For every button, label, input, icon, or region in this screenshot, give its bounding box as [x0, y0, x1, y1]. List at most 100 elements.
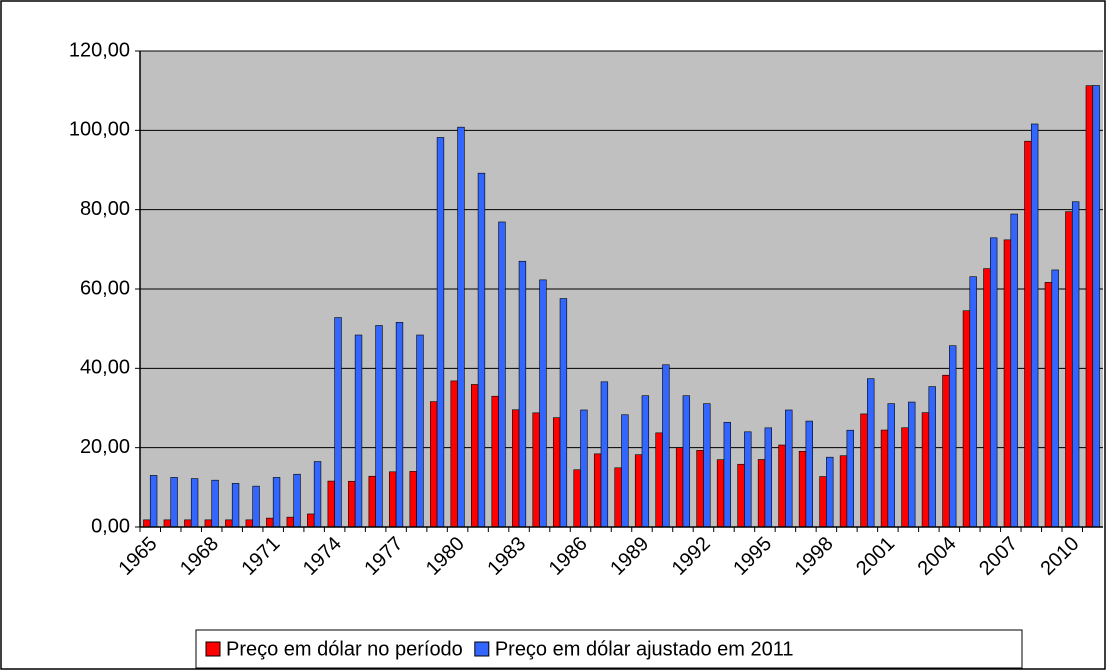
bar [655, 432, 663, 528]
bar [600, 381, 609, 528]
bar [785, 409, 793, 528]
bar [983, 268, 991, 528]
bar [921, 412, 930, 528]
bar [559, 298, 568, 528]
bar [457, 126, 465, 528]
bar [450, 380, 458, 528]
y-tick-label: 120,00 [69, 39, 130, 61]
bar [614, 467, 622, 528]
y-tick-label: 20,00 [80, 436, 130, 458]
bar [252, 485, 260, 528]
bar [327, 480, 335, 528]
bar [272, 477, 281, 528]
bar [313, 461, 322, 528]
bar [389, 471, 397, 528]
bar [532, 412, 540, 528]
bar [880, 429, 889, 528]
bar [471, 384, 479, 528]
bar [682, 395, 691, 528]
bar [860, 413, 868, 528]
bar [716, 459, 725, 528]
bar [744, 431, 752, 528]
legend-swatch [205, 641, 221, 657]
bar [409, 471, 417, 528]
bar [1085, 85, 1094, 528]
bar [511, 409, 520, 528]
bar [184, 519, 192, 528]
bar [395, 322, 404, 528]
bar [498, 221, 506, 528]
bar [662, 364, 670, 528]
bar [334, 317, 342, 528]
bar [149, 475, 158, 528]
legend-label: Preço em dólar ajustado em 2011 [495, 638, 794, 660]
bar [990, 237, 998, 528]
bar [764, 427, 772, 528]
legend [195, 629, 1023, 669]
bar [887, 403, 895, 528]
bar [552, 417, 561, 528]
bar [190, 478, 199, 528]
bar [737, 463, 745, 528]
bar [1010, 213, 1018, 528]
bar [1071, 201, 1080, 528]
bar [1024, 140, 1032, 528]
bar [225, 519, 233, 528]
bar [908, 401, 916, 528]
y-tick-label: 100,00 [69, 119, 130, 141]
bar [634, 454, 643, 528]
bar [778, 444, 786, 528]
bar [354, 334, 363, 528]
bar [641, 395, 650, 528]
bar [696, 450, 704, 528]
bar [593, 453, 602, 528]
bar [170, 477, 178, 528]
bar [962, 310, 971, 528]
bar [539, 279, 547, 528]
bar [573, 469, 581, 528]
bar [1030, 123, 1039, 528]
bar [266, 517, 274, 528]
bar [1003, 239, 1012, 528]
bar [348, 480, 356, 528]
bar [675, 447, 684, 528]
bar [901, 427, 909, 528]
bar [518, 260, 527, 528]
bar [143, 519, 151, 528]
bar [245, 519, 253, 528]
bar [928, 386, 936, 528]
bar [368, 475, 376, 528]
bar [491, 395, 499, 528]
bar [846, 429, 854, 528]
bar [1092, 85, 1100, 528]
bar [819, 476, 827, 528]
bar [211, 479, 219, 528]
y-tick-label: 60,00 [80, 277, 130, 299]
bar [757, 459, 766, 528]
bar [416, 334, 424, 528]
bar [969, 276, 977, 528]
bar [1065, 211, 1073, 528]
legend-swatch [474, 641, 490, 657]
legend-label: Preço em dólar no período [226, 638, 463, 660]
bar [430, 401, 438, 528]
bar [723, 421, 732, 528]
y-tick-label: 0,00 [91, 515, 130, 537]
bar [375, 325, 383, 528]
y-tick-label: 40,00 [80, 357, 130, 379]
bar [621, 414, 629, 528]
bar [826, 456, 834, 528]
bar [1051, 269, 1059, 528]
bar [163, 519, 172, 528]
bar [1044, 282, 1053, 528]
bar [293, 473, 301, 528]
bar [798, 450, 807, 528]
bar [580, 409, 588, 528]
bar [949, 345, 957, 528]
bar [204, 519, 213, 528]
bar [867, 378, 875, 528]
bar [703, 403, 711, 528]
bar [231, 483, 240, 528]
bar [286, 516, 294, 528]
